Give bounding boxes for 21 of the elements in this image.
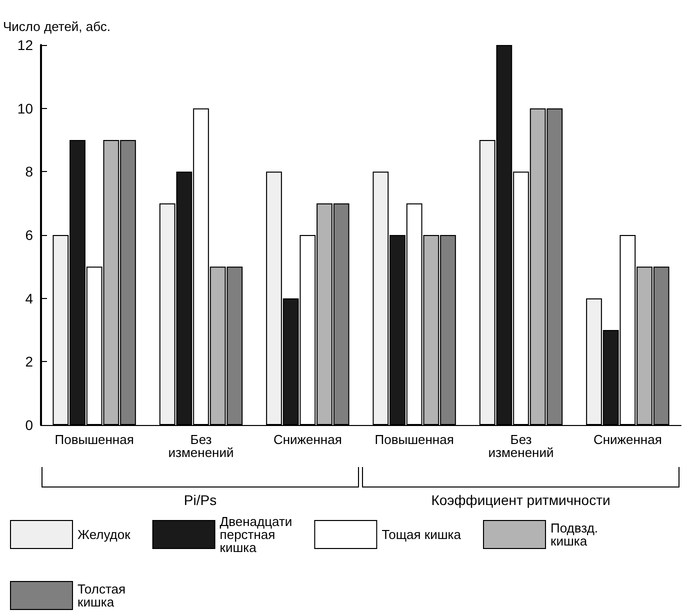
y-axis-title: Число детей, абс. (3, 19, 111, 34)
x-tick-label: Без изменений (168, 432, 234, 460)
y-tick-label: 0 (25, 417, 34, 433)
y-tick-label: 12 (17, 37, 34, 53)
x-tick-label: Без изменений (488, 432, 554, 460)
legend-label: Двенадцатиперстная кишка (220, 514, 292, 555)
x-tick-label: Повышенная (54, 432, 134, 447)
y-tick-label: 4 (25, 290, 34, 306)
legend-label: Желудок (78, 527, 131, 542)
text: Pi/Ps (184, 492, 217, 508)
y-tick-label: 10 (17, 100, 34, 116)
y-tick-label: 6 (25, 227, 34, 243)
legend-label: Толстая кишка (78, 582, 130, 610)
legend-label: Тощая кишка (382, 527, 462, 542)
y-tick-label: 2 (25, 354, 34, 370)
legend-label: Подвзд. кишка (550, 520, 602, 548)
y-tick-label: 8 (25, 164, 34, 180)
x-tick-label: Сниженная (593, 432, 662, 447)
x-tick-label: Повышенная (374, 432, 454, 447)
x-tick-label: Сниженная (273, 432, 342, 447)
text: Коэффициент ритмичности (431, 492, 610, 508)
